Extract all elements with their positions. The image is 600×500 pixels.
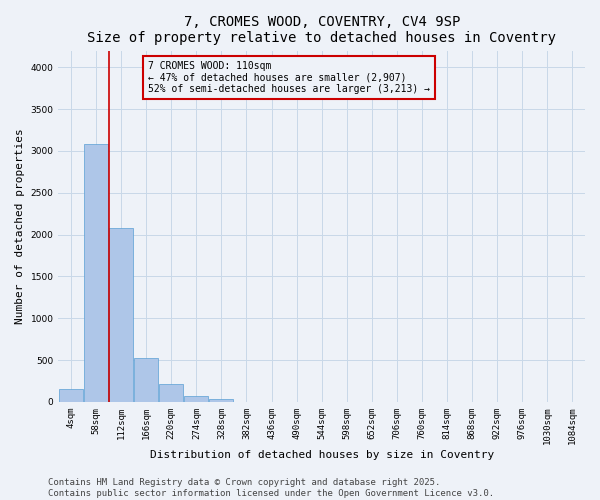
Text: 7 CROMES WOOD: 110sqm
← 47% of detached houses are smaller (2,907)
52% of semi-d: 7 CROMES WOOD: 110sqm ← 47% of detached …	[148, 61, 430, 94]
X-axis label: Distribution of detached houses by size in Coventry: Distribution of detached houses by size …	[149, 450, 494, 460]
Bar	[109, 228, 133, 402]
Y-axis label: Number of detached properties: Number of detached properties	[15, 128, 25, 324]
Bar	[59, 390, 83, 402]
Bar	[160, 384, 183, 402]
Bar	[134, 358, 158, 402]
Bar	[209, 400, 233, 402]
Text: Contains HM Land Registry data © Crown copyright and database right 2025.
Contai: Contains HM Land Registry data © Crown c…	[48, 478, 494, 498]
Bar	[84, 144, 108, 402]
Title: 7, CROMES WOOD, COVENTRY, CV4 9SP
Size of property relative to detached houses i: 7, CROMES WOOD, COVENTRY, CV4 9SP Size o…	[87, 15, 556, 45]
Bar	[184, 396, 208, 402]
